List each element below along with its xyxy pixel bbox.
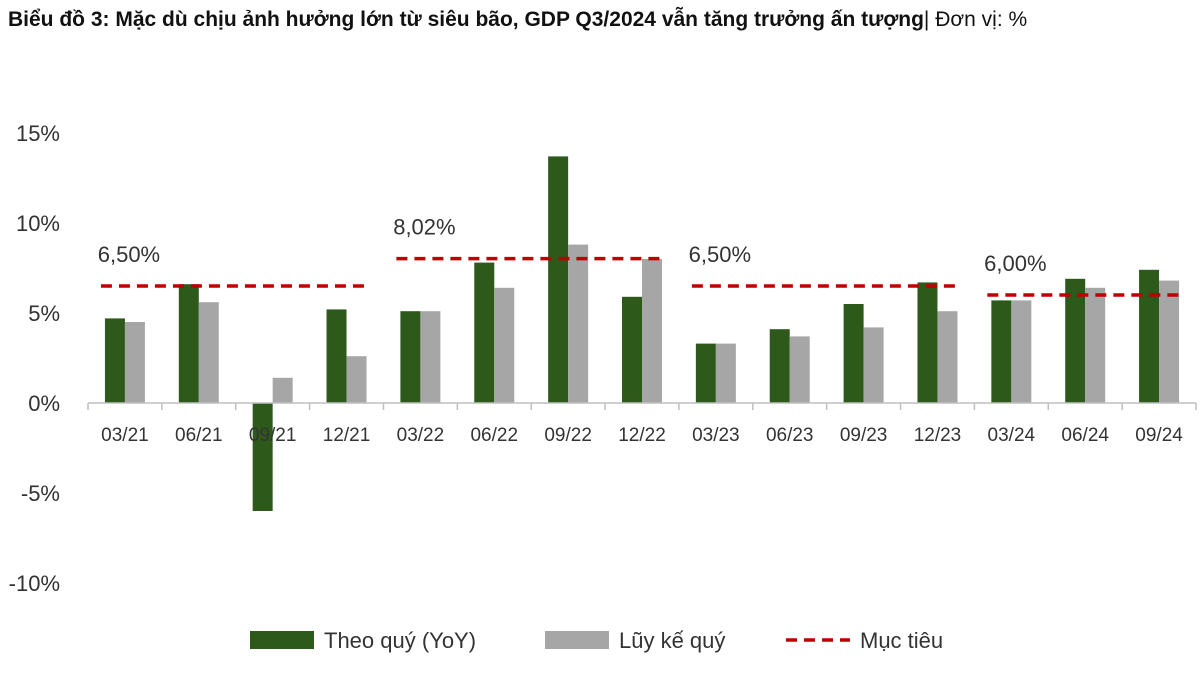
bar-cumulative bbox=[863, 327, 884, 403]
bar-cumulative bbox=[568, 244, 589, 403]
bar-yoy bbox=[769, 329, 790, 403]
bar-yoy bbox=[400, 311, 421, 403]
x-tick-label: 06/23 bbox=[766, 425, 814, 446]
target-label: 8,02% bbox=[393, 215, 455, 240]
bar-cumulative bbox=[1011, 300, 1032, 403]
x-tick-label: 09/21 bbox=[249, 425, 297, 446]
bar-yoy bbox=[474, 262, 495, 403]
bar-cumulative bbox=[937, 311, 958, 403]
bar-cumulative bbox=[420, 311, 441, 403]
x-tick-label: 06/21 bbox=[175, 425, 223, 446]
x-tick-label: 12/21 bbox=[323, 425, 371, 446]
x-tick-label: 09/24 bbox=[1135, 425, 1183, 446]
y-tick-label: 15% bbox=[16, 121, 60, 146]
bar-cumulative bbox=[198, 302, 219, 403]
bar-yoy bbox=[695, 343, 716, 403]
chart-title: Biểu đồ 3: Mặc dù chịu ảnh hưởng lớn từ … bbox=[8, 4, 1192, 36]
bar-yoy bbox=[326, 309, 347, 403]
target-label: 6,50% bbox=[98, 242, 160, 267]
x-tick-label: 06/24 bbox=[1061, 425, 1109, 446]
x-tick-label: 12/23 bbox=[914, 425, 962, 446]
chart-unit: | Đơn vị: % bbox=[923, 8, 1028, 31]
chart-title-text: Biểu đồ 3: Mặc dù chịu ảnh hưởng lớn từ … bbox=[8, 8, 924, 31]
bar-yoy bbox=[104, 318, 125, 403]
bar-yoy bbox=[178, 284, 199, 403]
legend-label-target: Mục tiêu bbox=[860, 628, 943, 653]
x-tick-label: 06/22 bbox=[470, 425, 518, 446]
bar-yoy bbox=[843, 304, 864, 403]
bar-cumulative bbox=[1159, 280, 1180, 403]
target-label: 6,50% bbox=[689, 242, 751, 267]
legend-label-yoy: Theo quý (YoY) bbox=[324, 628, 476, 653]
y-tick-label: -5% bbox=[21, 481, 60, 506]
y-tick-label: 0% bbox=[28, 391, 60, 416]
legend-label-cumulative: Lũy kế quý bbox=[619, 628, 725, 653]
bar-cumulative bbox=[272, 377, 293, 403]
legend-swatch-yoy bbox=[250, 631, 314, 649]
y-tick-label: -10% bbox=[9, 571, 60, 596]
target-label: 6,00% bbox=[984, 251, 1046, 276]
bar-yoy bbox=[991, 300, 1012, 403]
bar-yoy bbox=[622, 296, 642, 403]
bar-yoy bbox=[548, 156, 569, 403]
bar-yoy bbox=[1139, 269, 1160, 403]
y-tick-label: 5% bbox=[28, 301, 60, 326]
bar-cumulative bbox=[1085, 287, 1106, 403]
bar-cumulative bbox=[789, 336, 810, 403]
x-tick-label: 03/22 bbox=[397, 425, 445, 446]
x-tick-label: 03/23 bbox=[692, 425, 740, 446]
x-tick-label: 12/22 bbox=[618, 425, 666, 446]
bar-cumulative bbox=[494, 287, 515, 403]
bar-cumulative bbox=[642, 259, 662, 403]
x-tick-label: 09/23 bbox=[840, 425, 888, 446]
bar-yoy bbox=[917, 282, 938, 403]
bar-yoy bbox=[252, 403, 273, 511]
x-tick-label: 03/24 bbox=[988, 425, 1036, 446]
bar-yoy bbox=[1065, 278, 1086, 403]
legend-swatch-cumulative bbox=[545, 631, 609, 649]
y-tick-label: 10% bbox=[16, 211, 60, 236]
bar-cumulative bbox=[715, 343, 736, 403]
bar-cumulative bbox=[124, 322, 145, 403]
bar-cumulative bbox=[346, 356, 367, 403]
x-tick-label: 03/21 bbox=[101, 425, 149, 446]
x-tick-label: 09/22 bbox=[544, 425, 592, 446]
